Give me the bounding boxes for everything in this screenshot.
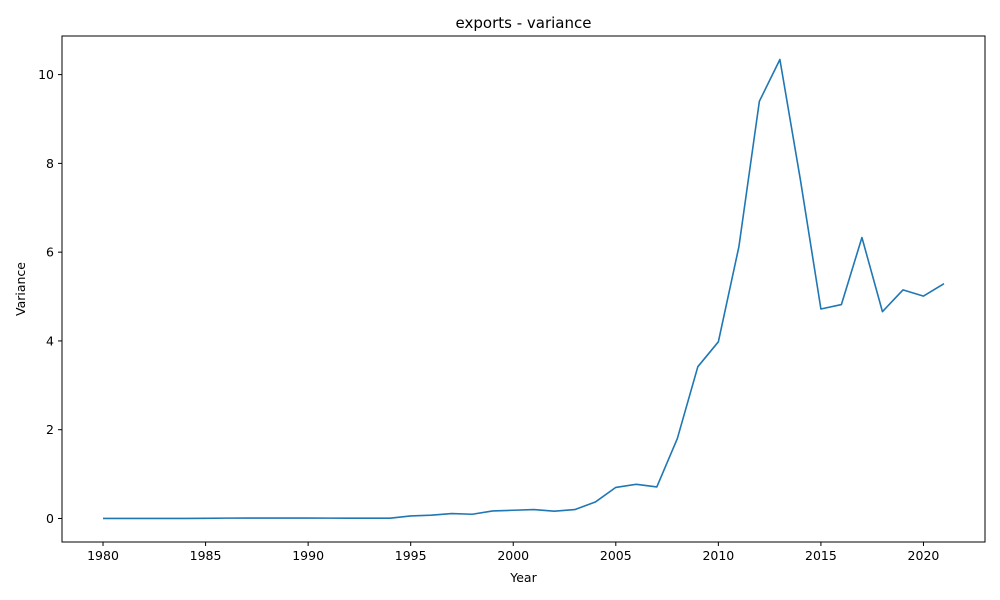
y-tick-label: 8 <box>46 156 54 171</box>
series-layer <box>103 58 945 520</box>
x-axis-ticks: 1980 1985 1990 1995 2000 2005 2010 2015 2020 <box>87 542 939 563</box>
y-tick-label: 2 <box>46 422 54 437</box>
x-tick-label: 2010 <box>702 548 734 563</box>
y-axis-label: Variance <box>13 262 28 316</box>
plot-frame <box>61 35 986 543</box>
series-line <box>103 58 945 520</box>
x-axis-label: Year <box>509 570 537 585</box>
y-tick-label: 10 <box>38 67 54 82</box>
x-tick-label: 2015 <box>805 548 837 563</box>
x-tick-label: 2000 <box>497 548 529 563</box>
x-tick-label: 2005 <box>600 548 632 563</box>
x-tick-label: 1980 <box>87 548 119 563</box>
y-axis-ticks: 0 2 4 6 8 10 <box>38 67 62 526</box>
x-tick-label: 1995 <box>395 548 427 563</box>
y-tick-label: 0 <box>46 511 54 526</box>
x-tick-label: 2020 <box>908 548 940 563</box>
x-tick-label: 1990 <box>292 548 324 563</box>
y-tick-label: 4 <box>46 333 54 348</box>
chart-title: exports - variance <box>456 14 592 32</box>
y-tick-label: 6 <box>46 245 54 260</box>
x-tick-label: 1985 <box>190 548 222 563</box>
